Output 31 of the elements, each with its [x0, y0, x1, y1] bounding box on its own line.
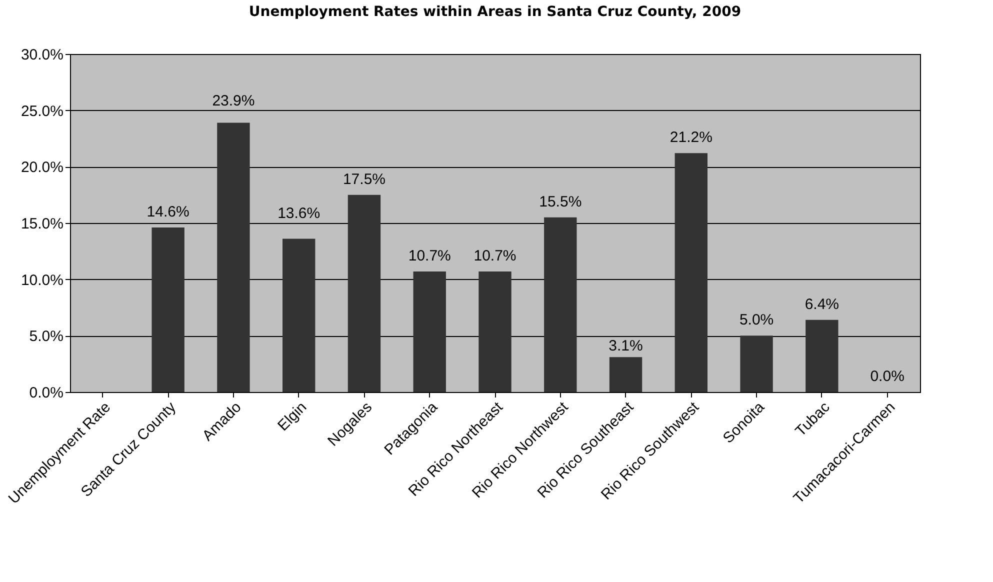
data-label: 14.6%: [146, 204, 190, 221]
bar: [217, 122, 250, 392]
bar: [152, 228, 184, 392]
data-label: 21.2%: [670, 129, 712, 146]
data-label: 5.0%: [739, 312, 774, 329]
y-tick-label: 20.0%: [20, 159, 64, 176]
y-tick-label: 25.0%: [20, 102, 64, 120]
y-tick-label: 15.0%: [20, 216, 64, 232]
data-label: 6.4%: [804, 296, 840, 313]
data-label: 10.7%: [474, 247, 516, 264]
y-tick-label: 5.0%: [29, 328, 64, 346]
data-label: 0.0%: [870, 368, 904, 385]
bar: [674, 153, 708, 392]
bar: [740, 336, 773, 392]
bar: [413, 271, 446, 392]
y-tick-label: 0.0%: [29, 384, 64, 402]
bar: [348, 194, 381, 392]
bar: [806, 320, 838, 392]
data-label: 17.5%: [342, 170, 386, 188]
y-tick-label: 10.0%: [20, 272, 64, 289]
data-label: 13.6%: [278, 205, 320, 222]
y-tick-label: 30.0%: [20, 46, 64, 64]
bar: [282, 238, 316, 392]
bar: [544, 217, 577, 392]
data-label: 3.1%: [608, 338, 643, 355]
bar: [609, 357, 642, 392]
bar: [478, 271, 512, 392]
data-label: 23.9%: [212, 92, 255, 110]
data-label: 10.7%: [408, 247, 451, 264]
chart-title: Unemployment Rates within Areas in Santa Cruz County, 2009: [248, 4, 742, 20]
data-label: 15.5%: [539, 193, 582, 210]
